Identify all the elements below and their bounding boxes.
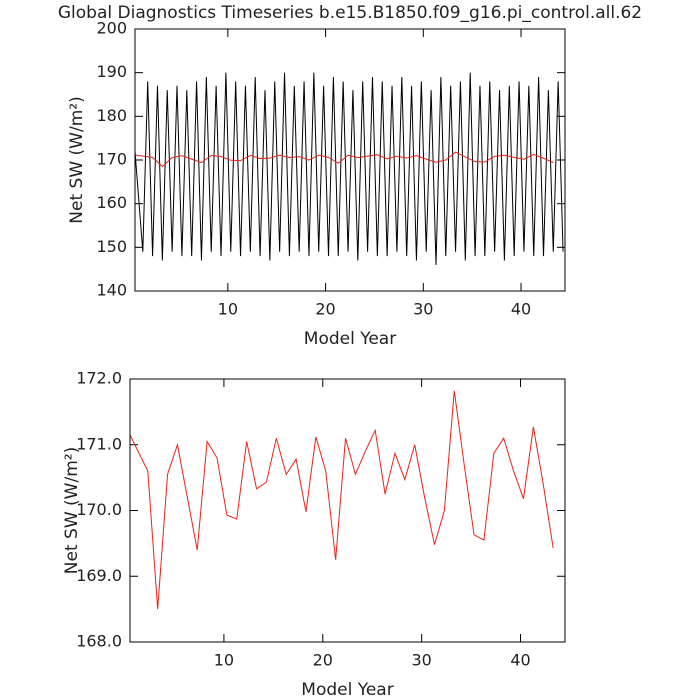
plot-frame	[129, 378, 566, 643]
y-tick-label: 170	[96, 150, 127, 169]
x-axis-title: Model Year	[301, 680, 393, 700]
series-line	[135, 72, 564, 265]
y-tick-label: 171.0	[76, 434, 122, 453]
y-tick-label: 169.0	[76, 566, 122, 585]
x-tick-label: 20	[313, 651, 333, 670]
y-tick-label: 150	[96, 237, 127, 256]
x-tick-label: 40	[511, 300, 531, 319]
x-tick-label: 20	[315, 300, 335, 319]
x-axis-title: Model Year	[304, 329, 396, 349]
chart-title: Global Diagnostics Timeseries b.e15.B185…	[58, 3, 642, 23]
series-line	[135, 151, 554, 168]
y-tick-label: 160	[96, 193, 127, 212]
x-tick-label: 30	[413, 300, 433, 319]
y-tick-label: 172.0	[76, 369, 122, 388]
y-tick-label: 200	[96, 19, 127, 38]
series-line	[130, 390, 554, 610]
y-tick-label: 180	[96, 106, 127, 125]
x-tick-label: 10	[214, 651, 234, 670]
y-tick-label: 170.0	[76, 500, 122, 519]
y-axis-title: Net SW (W/m²)	[67, 96, 87, 223]
plot-frame	[134, 28, 566, 292]
x-tick-label: 30	[411, 651, 431, 670]
x-tick-label: 40	[510, 651, 530, 670]
y-axis-title: Net SW (W/m²)	[62, 447, 82, 574]
x-tick-label: 10	[218, 300, 238, 319]
y-tick-label: 140	[96, 281, 127, 300]
y-tick-label: 190	[96, 62, 127, 81]
y-tick-label: 168.0	[76, 632, 122, 651]
